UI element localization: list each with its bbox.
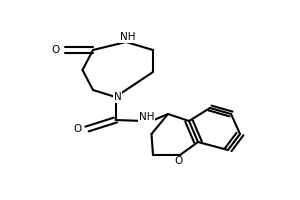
- Text: O: O: [174, 156, 183, 166]
- Text: N: N: [114, 92, 122, 102]
- Text: NH: NH: [139, 112, 154, 122]
- Text: O: O: [51, 45, 60, 55]
- Text: O: O: [74, 124, 82, 134]
- Text: NH: NH: [120, 32, 135, 42]
